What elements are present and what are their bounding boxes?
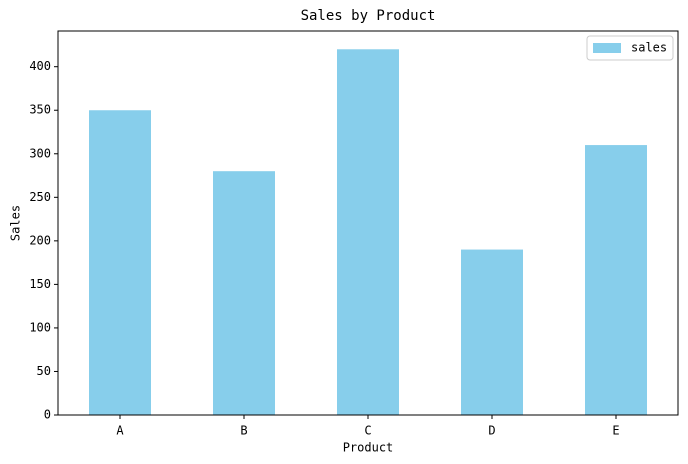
legend-swatch bbox=[593, 43, 621, 53]
legend-box bbox=[586, 35, 674, 61]
x-tick-label: E bbox=[612, 424, 619, 438]
x-tick-label: D bbox=[488, 424, 495, 438]
legend-label: sales bbox=[631, 41, 667, 55]
y-tick-label: 250 bbox=[29, 190, 51, 204]
x-tick-label: B bbox=[240, 424, 247, 438]
y-tick-label: 150 bbox=[29, 277, 51, 291]
chart-title: Sales by Product bbox=[301, 8, 436, 24]
y-tick-label: 200 bbox=[29, 233, 51, 247]
bar bbox=[585, 145, 647, 415]
y-tick-label: 50 bbox=[37, 364, 51, 378]
bar bbox=[337, 49, 399, 416]
y-tick-label: 0 bbox=[44, 408, 51, 422]
y-tick-label: 100 bbox=[29, 320, 51, 334]
bar bbox=[213, 171, 275, 415]
y-tick-label: 350 bbox=[29, 103, 51, 117]
y-tick-label: 300 bbox=[29, 146, 51, 160]
bar bbox=[461, 249, 523, 415]
x-tick-label: C bbox=[364, 424, 371, 438]
bar bbox=[89, 110, 151, 415]
y-axis-label: Sales bbox=[9, 205, 23, 241]
y-tick-label: 400 bbox=[29, 59, 51, 73]
x-tick-label: A bbox=[116, 424, 124, 438]
x-axis-label: Product bbox=[343, 441, 394, 455]
plot-frame bbox=[57, 30, 679, 416]
